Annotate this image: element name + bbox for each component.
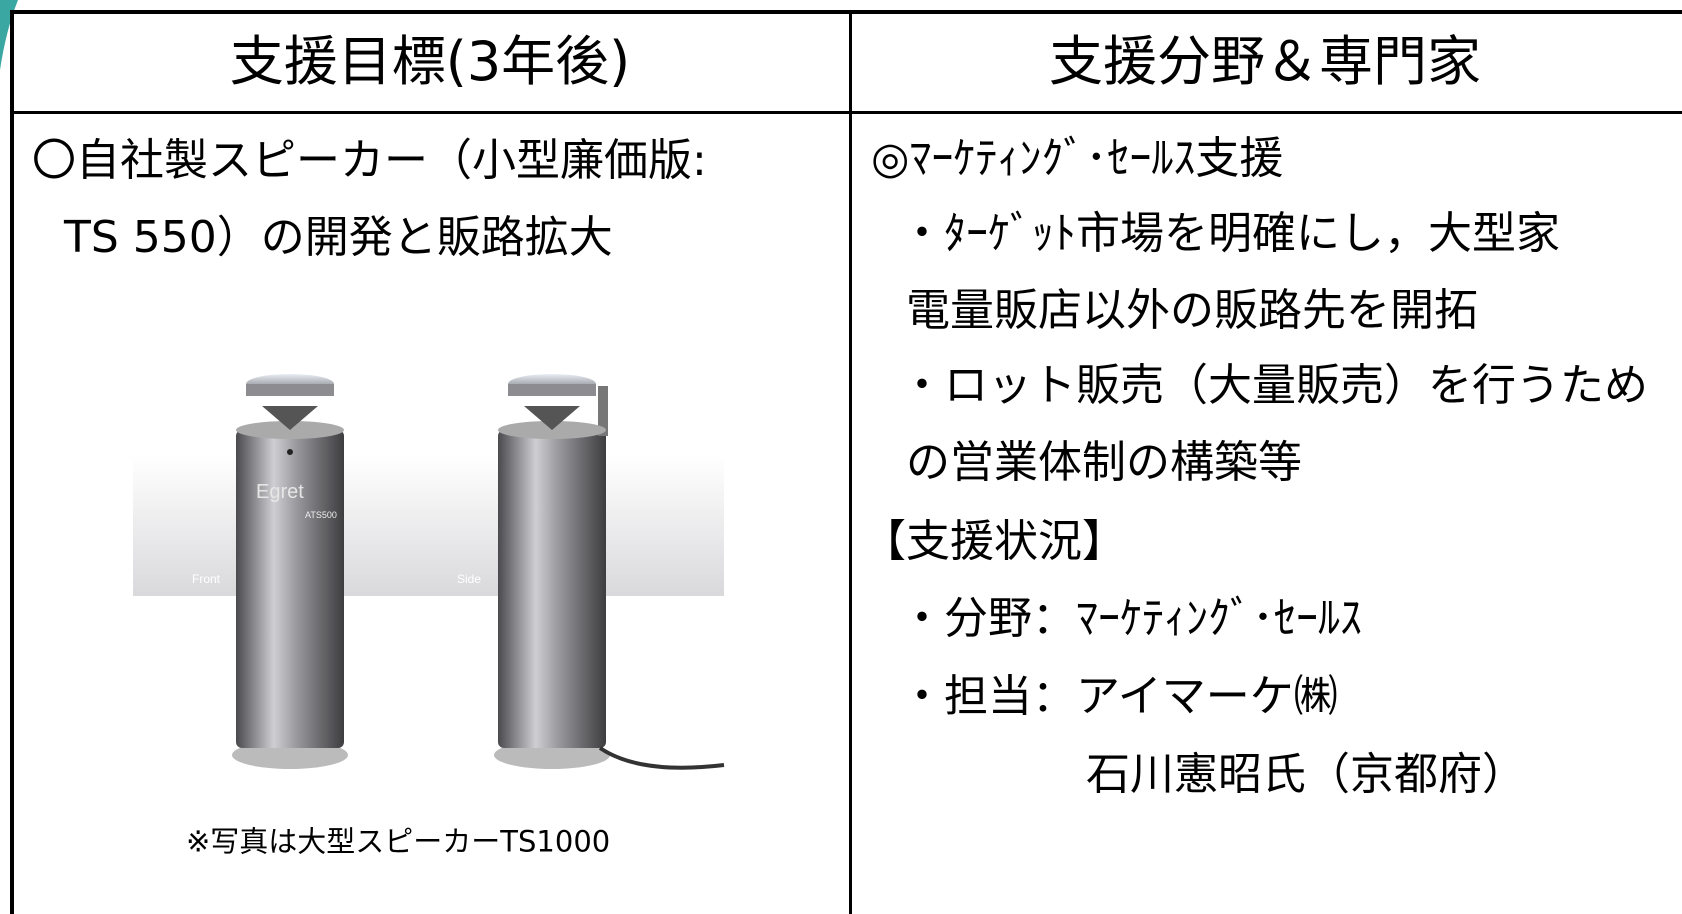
photo-label: Side	[457, 572, 481, 586]
goal-line: TS 550）の開発と販路拡大	[64, 212, 613, 263]
table-border	[10, 10, 1682, 14]
column-divider	[849, 10, 852, 914]
row-divider	[10, 111, 1682, 114]
support-line: ・分野：ﾏｰｹﾃｨﾝｸﾞ･ｾｰﾙｽ	[900, 593, 1362, 644]
support-line: 【支援状況】	[862, 516, 1126, 567]
photo-backdrop	[133, 456, 724, 596]
photo-label: Egret	[256, 481, 304, 503]
support-line: 石川憲昭氏（京都府）	[1086, 749, 1526, 800]
table-border	[10, 10, 14, 914]
support-line: の営業体制の構築等	[906, 437, 1302, 488]
support-line: ・担当：アイマーケ㈱	[900, 671, 1338, 722]
corner-accent	[0, 0, 18, 70]
support-line: ・ロット販売（大量販売）を行うため	[900, 360, 1648, 411]
speaker-side	[494, 374, 725, 770]
photo-caption: ※写真は大型スピーカーTS1000	[186, 824, 611, 859]
photo-label: ATS500	[305, 510, 337, 520]
support-line: ◎ﾏｰｹﾃｨﾝｸﾞ･ｾｰﾙｽ支援	[871, 133, 1284, 184]
header-cell: 支援分野＆専門家	[1049, 30, 1481, 93]
support-line: 電量販店以外の販路先を開拓	[906, 285, 1478, 336]
header-cell: 支援目標(3年後)	[229, 30, 631, 93]
speaker-front	[232, 374, 348, 769]
photo-label: Front	[192, 572, 221, 586]
support-line: ・ﾀｰｹﾞｯﾄ市場を明確にし，大型家	[900, 208, 1560, 259]
goal-line: 〇自社製スピーカー（小型廉価版:	[32, 135, 707, 186]
